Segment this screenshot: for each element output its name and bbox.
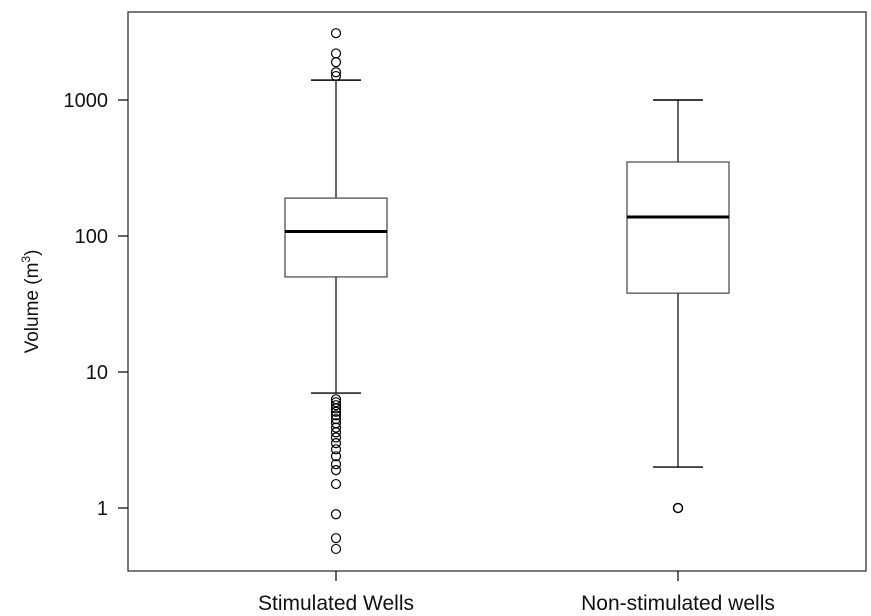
outlier-point [330,438,342,449]
y-axis-label: Volume (m3) [19,250,43,354]
outlier-point [330,56,342,68]
outlier-point [330,444,342,455]
outlier-point [330,414,342,425]
outlier-point [330,410,342,421]
x-tick-label: Stimulated Wells [258,592,414,615]
y-tick-label: 1 [97,498,108,520]
outlier-point [330,28,342,39]
y-tick-label: 1000 [64,90,109,112]
outlier-point [330,451,342,462]
outlier-point [330,48,342,59]
outlier-point [330,543,342,555]
outlier-point [330,400,342,411]
outlier-point [330,418,342,429]
outlier-point [330,432,342,443]
iqr-box [284,197,388,278]
outlier-point [330,464,342,476]
iqr-box [626,161,730,294]
outlier-point [330,533,342,544]
outlier-point [330,459,342,470]
outlier-point [330,394,342,405]
outlier-point [330,70,342,82]
y-tick-label: 100 [75,226,108,248]
box-group [284,28,388,555]
outlier-point [330,509,342,520]
outlier-point [330,478,342,490]
outlier-point [330,67,342,78]
x-tick-label: Non-stimulated wells [581,592,775,615]
outlier-point [672,502,684,514]
outlier-point [330,397,342,408]
box-group [626,99,730,514]
plot-frame [127,11,867,572]
y-tick-label: 10 [86,362,108,384]
